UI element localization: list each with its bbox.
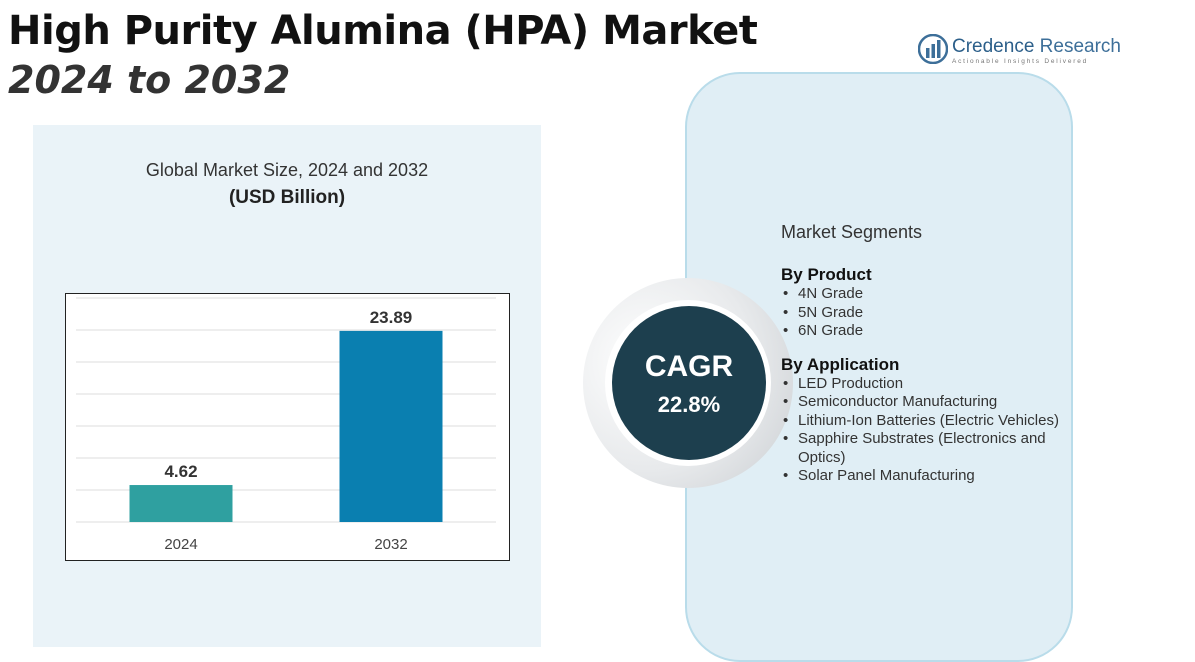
cagr-badge: CAGR 22.8% (612, 306, 766, 460)
cagr-value: 22.8% (657, 392, 721, 417)
cagr-label: CAGR (644, 350, 734, 383)
segment-group-application: By Application LED Production Semiconduc… (781, 355, 1071, 486)
x-tick-label-2032: 2032 (374, 536, 407, 553)
data-label-2032: 23.89 (370, 308, 413, 327)
bar-2032 (339, 330, 443, 522)
segment-item: Semiconductor Manufacturing (781, 393, 1071, 412)
segment-item: 4N Grade (781, 285, 1071, 304)
page-title: High Purity Alumina (HPA) Market (8, 8, 758, 54)
logo-name-part2: Research (1034, 36, 1121, 57)
logo-tagline: Actionable Insights Delivered (952, 58, 1089, 65)
x-tick-label-2024: 2024 (164, 536, 197, 553)
credence-research-logo: Credence Research Actionable Insights De… (918, 34, 1121, 68)
segment-item: Lithium-Ion Batteries (Electric Vehicles… (781, 412, 1071, 431)
segment-list: LED Production Semiconductor Manufacturi… (781, 375, 1071, 486)
segment-item: LED Production (781, 375, 1071, 394)
segment-item: Sapphire Substrates (Electronics and Opt… (781, 430, 1071, 467)
bar-chart: 4.62 2024 23.89 2032 (76, 297, 496, 553)
segment-group-title: By Application (781, 354, 900, 374)
chart-title: Global Market Size, 2024 and 2032 (145, 160, 429, 180)
chart-plot-box: 4.62 2024 23.89 2032 (65, 293, 510, 561)
logo-name-part1: Credence (952, 36, 1035, 57)
logo-bars-icon (918, 34, 948, 64)
segment-item: 5N Grade (781, 304, 1071, 323)
segment-item: 6N Grade (781, 322, 1071, 341)
data-label-2024: 4.62 (164, 462, 197, 481)
bar-2024 (129, 485, 233, 522)
segment-list: 4N Grade 5N Grade 6N Grade (781, 285, 1071, 341)
segments-heading: Market Segments (781, 222, 923, 242)
logo-name: Credence Research (952, 36, 1121, 58)
chart-unit-label: (USD Billion) (228, 187, 346, 208)
chart-panel: Global Market Size, 2024 and 2032 (USD B… (33, 125, 541, 647)
market-segments: Market Segments By Product 4N Grade 5N G… (781, 222, 1071, 500)
segment-group-title: By Product (781, 265, 872, 284)
segment-item: Solar Panel Manufacturing (781, 467, 1071, 486)
page-subtitle-years: 2024 to 2032 (8, 58, 291, 102)
segment-group-product: By Product 4N Grade 5N Grade 6N Grade (781, 265, 1071, 341)
